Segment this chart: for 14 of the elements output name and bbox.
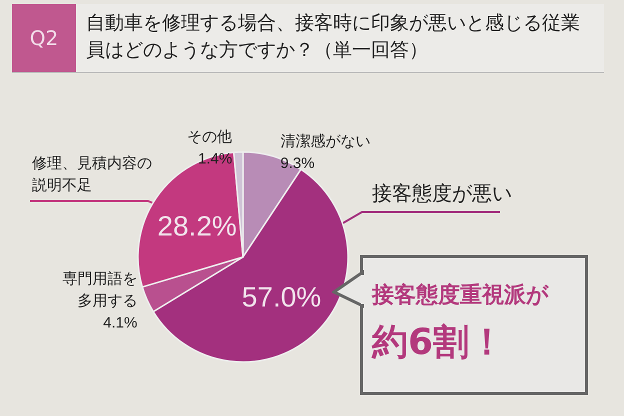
- data-label: 28.2%: [157, 210, 237, 242]
- slice-label: 接客態度が悪い: [372, 181, 512, 205]
- slice-label: 清潔感がない: [280, 133, 370, 150]
- slice-label: 修理、見積内容の説明不足: [32, 154, 152, 194]
- data-label: 1.4%: [198, 150, 232, 168]
- slice-label: その他: [187, 128, 232, 146]
- data-label: 9.3%: [280, 155, 315, 172]
- text: Q2: [12, 4, 76, 72]
- text: 約6割！: [372, 321, 506, 365]
- chart-title: 自動車を修理する場合、接客時に印象が悪いと感じる従業員はどのような方ですか？（単一回答）: [85, 11, 581, 63]
- data-label: 4.1%: [103, 314, 138, 332]
- text: 接客態度重視派が: [372, 282, 549, 310]
- data-label: 57.0%: [242, 281, 322, 312]
- slice-label: 専門用語を多用する: [62, 270, 138, 310]
